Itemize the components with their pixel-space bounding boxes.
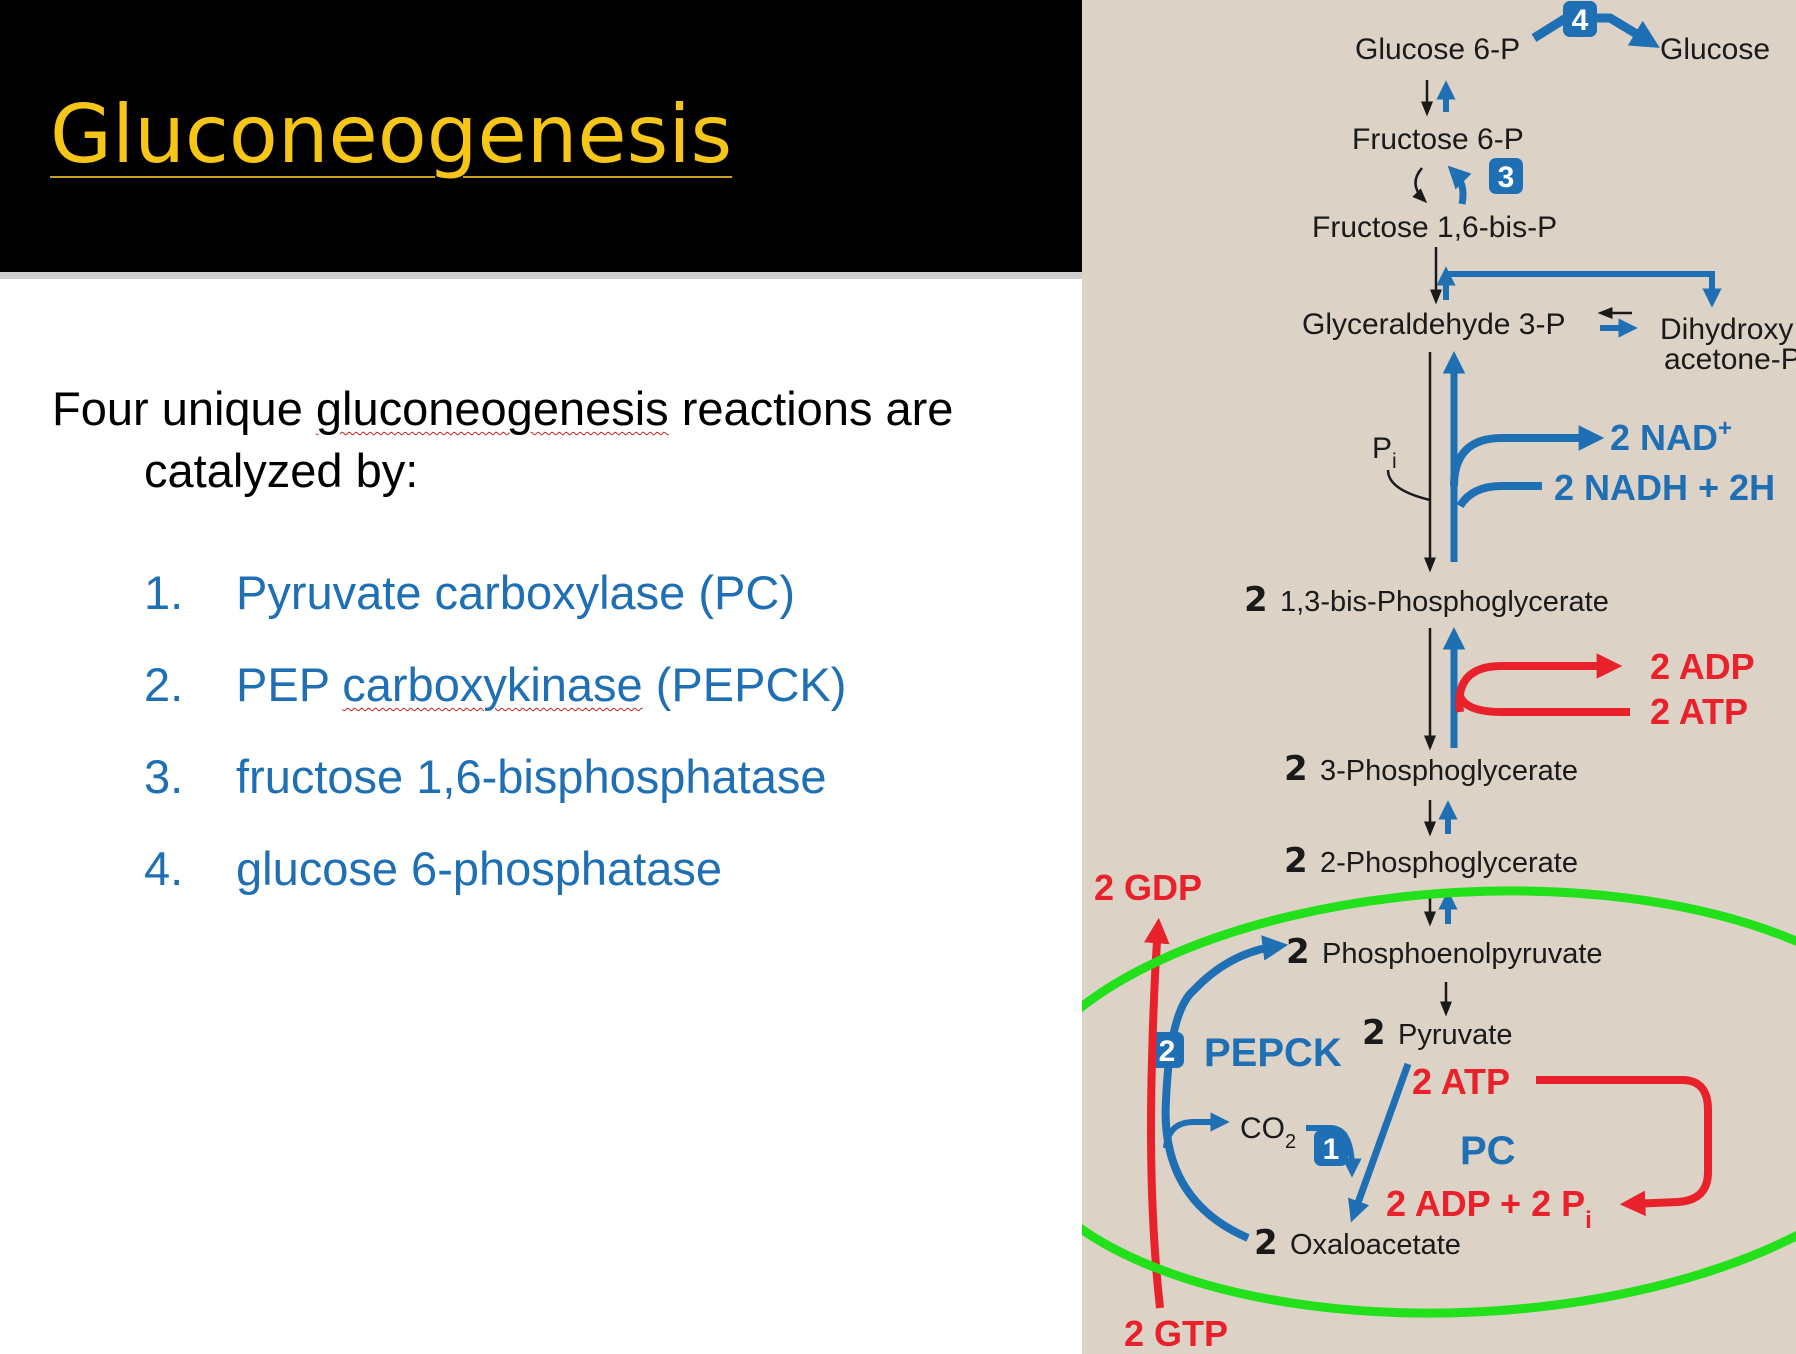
- enzyme-2-badge: [1150, 1032, 1184, 1068]
- title-bar: [0, 0, 1082, 272]
- phosphoglycerate-2-label: 2-Phosphoglycerate: [1320, 847, 1578, 879]
- enzyme-2-badge-label: 2: [1159, 1035, 1176, 1068]
- enzyme-4-badge-label: 4: [1572, 4, 1589, 37]
- phosphate-entry-curve: [1386, 469, 1431, 502]
- intro-text-end: reactions are catalyzed by:: [144, 382, 954, 497]
- intro-text-start: Four unique: [52, 382, 316, 435]
- dhap-branch-arrow: [1446, 271, 1722, 308]
- nad-release-arrow: [1450, 425, 1605, 487]
- stoich-pyruvate: 2: [1362, 1013, 1386, 1053]
- carbon-dioxide-label: CO2: [1240, 1112, 1296, 1153]
- enzyme-number: 2.: [144, 658, 184, 711]
- glyceraldehyde-3-phosphate-label: Glyceraldehyde 3-P: [1302, 308, 1565, 341]
- stoich-3-pg: 2: [1284, 749, 1308, 789]
- enzyme-name-keyword: carboxykinase: [342, 658, 643, 711]
- enzyme-number: 4.: [144, 842, 184, 895]
- glycolysis-arrow-f6p-fbp: [1412, 167, 1428, 204]
- enzyme-list-item: 1. Pyruvate carboxylase (PC): [144, 565, 846, 657]
- pepck-arrow: [1161, 935, 1289, 1242]
- co2-incorporation-arrow: [1306, 1125, 1362, 1178]
- phosphate-label: Pi: [1372, 432, 1397, 473]
- adp-label: 2 ADP: [1650, 646, 1755, 687]
- pyruvate-carboxylase-arrow: [1348, 1062, 1412, 1223]
- gluconeogenesis-pathway-diagram: Glucose 6-P Glucose 4 Fructose 6-P 3 Fru…: [1082, 0, 1796, 1354]
- enzyme-list-item: 4. glucose 6-phosphatase: [144, 841, 846, 933]
- adp-release-arrow: [1455, 653, 1623, 713]
- co2-release-arrow: [1163, 1112, 1230, 1149]
- bypass-highlight-ellipse: [1082, 886, 1796, 1318]
- nadh-input-curve: [1456, 482, 1542, 509]
- atp-to-adp-arrow: [1536, 1076, 1712, 1217]
- enzyme-1-badge-label: 1: [1323, 1133, 1340, 1166]
- stoich-1-3-bpg: 2: [1244, 580, 1268, 620]
- atp-input-curve: [1456, 694, 1630, 716]
- fructose-bisphosphatase-arrow: [1447, 165, 1472, 205]
- nadh-label: 2 NADH + 2H: [1554, 467, 1775, 508]
- intro-text: Four unique gluconeogenesis reactions ar…: [52, 378, 1144, 502]
- stoich-2-pg: 2: [1284, 841, 1308, 881]
- enzyme-3-badge-label: 3: [1498, 161, 1515, 194]
- pc-enzyme-label: PC: [1460, 1129, 1516, 1173]
- oxaloacetate-label: Oxaloacetate: [1290, 1229, 1461, 1261]
- gtp-label: 2 GTP: [1124, 1313, 1228, 1354]
- enzyme-4-badge: [1563, 1, 1597, 37]
- phosphoenolpyruvate-label: Phosphoenolpyruvate: [1322, 938, 1603, 970]
- enzyme-number: 3.: [144, 750, 184, 803]
- fructose-6-phosphate-label: Fructose 6-P: [1352, 123, 1524, 156]
- enzyme-3-badge: [1489, 158, 1523, 194]
- enzyme-name: Pyruvate carboxylase (PC): [236, 566, 795, 619]
- dhap-label-line2: acetone-P: [1664, 343, 1796, 376]
- gdp-label: 2 GDP: [1094, 867, 1202, 908]
- nad-label: 2 NAD+: [1610, 415, 1732, 458]
- fructose-bisphosphate-label: Fructose 1,6-bis-P: [1312, 211, 1557, 244]
- enzyme-name-end: (PEPCK): [642, 658, 847, 711]
- intro-keyword: gluconeogenesis: [315, 382, 669, 435]
- glucose-label: Glucose: [1660, 33, 1770, 66]
- pc-atp-label: 2 ATP: [1412, 1061, 1510, 1102]
- slide-title: Gluconeogenesis: [50, 88, 733, 181]
- pathway-svg: Glucose 6-P Glucose 4 Fructose 6-P 3 Fru…: [1082, 1, 1796, 1354]
- gtp-to-gdp-arrow: [1144, 917, 1170, 1309]
- pc-adp-label: 2 ADP + 2 Pi: [1386, 1183, 1592, 1234]
- enzyme-list-item: 3. fructose 1,6-bisphosphatase: [144, 749, 846, 841]
- enzyme-name: PEP: [236, 658, 343, 711]
- stoich-pep: 2: [1286, 932, 1310, 972]
- pyruvate-label: Pyruvate: [1398, 1019, 1512, 1051]
- glucose-6-phosphate-label: Glucose 6-P: [1355, 33, 1520, 66]
- enzyme-name: glucose 6-phosphatase: [236, 842, 723, 895]
- stoich-oxaloacetate: 2: [1254, 1223, 1278, 1263]
- title-divider: [0, 272, 1082, 279]
- enzyme-1-badge: [1314, 1130, 1348, 1166]
- enzyme-number: 1.: [144, 566, 184, 619]
- pepck-enzyme-label: PEPCK: [1204, 1031, 1342, 1075]
- enzyme-list-item: 2. PEP carboxykinase (PEPCK): [144, 657, 846, 749]
- atp-label: 2 ATP: [1650, 691, 1748, 732]
- phosphoglycerate-3-label: 3-Phosphoglycerate: [1320, 755, 1578, 787]
- enzyme-list: 1. Pyruvate carboxylase (PC) 2. PEP carbox…: [144, 565, 846, 933]
- dhap-label-line1: Dihydroxy: [1660, 313, 1793, 346]
- bisphosphoglycerate-label: 1,3-bis-Phosphoglycerate: [1280, 586, 1609, 618]
- enzyme-name: fructose 1,6-bisphosphatase: [236, 750, 827, 803]
